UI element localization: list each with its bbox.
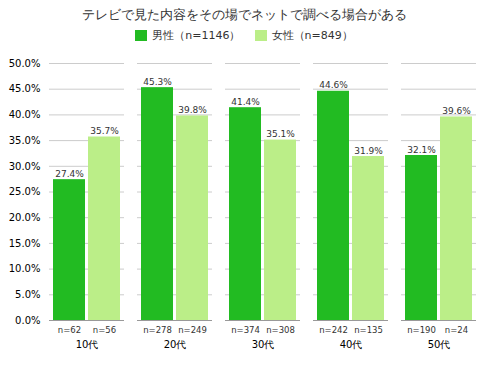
svg-text:35.1%: 35.1% [266,129,295,139]
svg-text:30代: 30代 [252,339,275,350]
svg-text:50代: 50代 [428,339,451,350]
svg-text:n=135: n=135 [354,325,383,335]
svg-text:41.4%: 41.4% [231,97,260,107]
svg-text:n=278: n=278 [143,325,172,335]
svg-text:31.9%: 31.9% [354,146,383,156]
svg-text:n=374: n=374 [231,325,260,335]
svg-text:20代: 20代 [164,339,187,350]
html-text:テレビで見た内容をその場でネットで調べる場合がある: テレビで見た内容をその場でネットで調べる場合がある [81,7,407,22]
svg-text:32.1%: 32.1% [407,145,436,155]
svg-text:n=62: n=62 [58,325,81,335]
svg-text:45.0%: 45.0% [9,83,41,94]
svg-text:0.0%: 0.0% [15,315,40,326]
svg-text:44.6%: 44.6% [319,80,348,90]
svg-text:45.3%: 45.3% [143,77,172,87]
html-text:女性（n=849）: 女性（n=849） [271,29,353,42]
svg-text:39.6%: 39.6% [442,106,471,116]
svg-text:50.0%: 50.0% [9,58,41,69]
html-text:男性（n=1146）: 男性（n=1146） [152,29,241,42]
svg-text:n=242: n=242 [319,325,348,335]
svg-text:10.0%: 10.0% [9,263,41,274]
svg-text:20.0%: 20.0% [9,212,41,223]
svg-text:n=249: n=249 [178,325,207,335]
svg-text:5.0%: 5.0% [15,289,40,300]
svg-text:27.4%: 27.4% [55,169,84,179]
svg-text:15.0%: 15.0% [9,238,41,249]
svg-text:n=24: n=24 [445,325,468,335]
svg-text:35.0%: 35.0% [9,135,41,146]
svg-text:35.7%: 35.7% [90,126,119,136]
svg-text:25.0%: 25.0% [9,186,41,197]
svg-text:40代: 40代 [340,339,363,350]
svg-text:30.0%: 30.0% [9,161,41,172]
svg-text:n=190: n=190 [407,325,436,335]
svg-text:40.0%: 40.0% [9,109,41,120]
svg-text:39.8%: 39.8% [178,105,207,115]
svg-text:10代: 10代 [76,339,99,350]
svg-text:n=308: n=308 [266,325,295,335]
svg-text:n=56: n=56 [93,325,116,335]
